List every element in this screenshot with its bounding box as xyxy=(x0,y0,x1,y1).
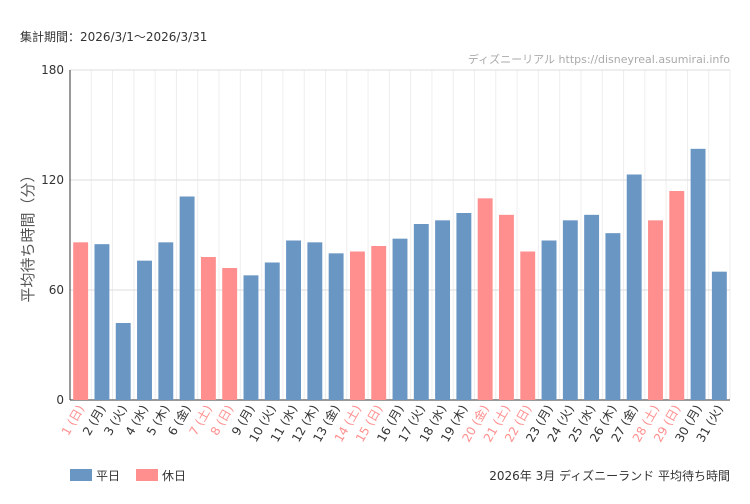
legend-swatch xyxy=(136,469,158,481)
bar xyxy=(562,220,578,400)
bar xyxy=(264,262,280,400)
bar xyxy=(73,242,89,400)
bar xyxy=(477,198,493,400)
bar xyxy=(307,242,323,400)
bar xyxy=(541,240,557,400)
bar xyxy=(286,240,301,400)
bar xyxy=(413,224,429,400)
bar xyxy=(711,271,727,400)
y-tick-label: 120 xyxy=(41,173,64,187)
caption: 2026年 3月 ディズニーランド 平均待ち時間 xyxy=(489,468,730,483)
bar xyxy=(328,253,344,400)
bar xyxy=(115,323,131,400)
bar xyxy=(179,196,195,400)
bar xyxy=(392,238,408,400)
period: 集計期間：2026/3/1～2026/3/31 xyxy=(20,29,207,44)
bar xyxy=(222,268,238,400)
legend-label: 休日 xyxy=(162,469,186,483)
bar xyxy=(669,191,685,400)
bar xyxy=(435,220,451,400)
bar xyxy=(200,257,216,400)
bar xyxy=(520,251,536,400)
bar xyxy=(456,213,472,400)
y-tick-label: 60 xyxy=(49,283,64,297)
bar xyxy=(584,214,600,400)
bar xyxy=(690,148,706,400)
bar xyxy=(648,220,663,400)
legend-label: 平日 xyxy=(96,469,120,483)
bar xyxy=(499,214,514,400)
y-tick-label: 0 xyxy=(56,393,64,407)
watermark: ディズニーリアル https://disneyreal.asumirai.inf… xyxy=(468,52,730,66)
y-tick-label: 180 xyxy=(41,63,64,77)
bar xyxy=(243,275,259,400)
bar xyxy=(605,233,621,400)
bar xyxy=(371,246,387,400)
y-axis-title: 平均待ち時間（分） xyxy=(19,167,37,302)
bar xyxy=(349,251,365,400)
bar xyxy=(94,244,110,400)
legend-swatch xyxy=(70,469,92,481)
bar xyxy=(137,260,152,400)
bar xyxy=(158,242,174,400)
bar xyxy=(626,174,642,400)
